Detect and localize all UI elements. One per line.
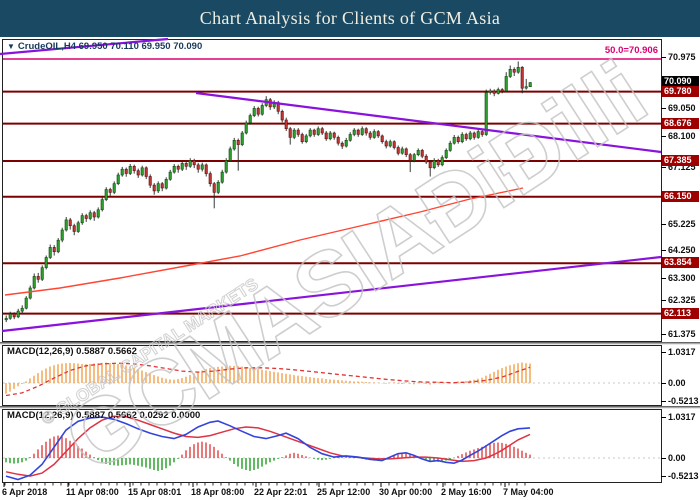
current-price-badge: 70.090 [662,75,699,87]
panel-divider[interactable] [0,406,700,409]
price-tick [661,224,666,225]
price-level-badge: 67.385 [662,154,699,166]
symbol-text: CrudeOIL,H4 69.950 70.110 69.950 70.090 [17,41,203,52]
price-tick-label: 62.325 [668,295,696,305]
page-title: Chart Analysis for Clients of GCM Asia [199,8,501,28]
price-level-badge: 62.113 [662,307,699,319]
price-tick [661,136,666,137]
price-tick [661,300,666,301]
time-axis-label: 2 May 16:00 [441,487,492,497]
price-tick-label: -0.5213 [668,471,699,481]
time-axis-label: 11 Apr 08:00 [66,487,119,497]
price-tick [661,278,666,279]
price-level-badge: 66.150 [662,190,699,202]
price-tick-label: 63.300 [668,273,696,283]
time-axis-label: 15 Apr 08:01 [128,487,182,497]
macd2-indicator-label: MACD(12,26,9) 0.5887 0.5662 0.0292 0.000… [7,410,201,421]
price-tick [661,57,666,58]
time-axis-label: 22 Apr 22:01 [254,487,308,497]
time-axis-label: 30 Apr 00:00 [379,487,433,497]
price-level-badge: 63.854 [662,256,699,268]
price-tick [661,417,666,418]
time-axis-label: 18 Apr 08:00 [191,487,245,497]
price-tick-label: 67.125 [668,162,696,172]
macd1-panel[interactable] [2,345,662,406]
price-tick [661,108,666,109]
price-tick-label: 0.00 [668,378,686,388]
price-tick [661,334,666,335]
panel-divider[interactable] [0,342,700,345]
price-tick-label: 70.975 [668,52,696,62]
price-tick-label: 68.100 [668,131,696,141]
price-tick-label: 65.225 [668,219,696,229]
macd1-indicator-label: MACD(12,26,9) 0.5887 0.5662 [7,346,137,357]
macd2-panel[interactable] [2,409,662,483]
price-tick [661,167,666,168]
price-tick [661,401,666,402]
price-tick [661,458,666,459]
price-tick-label: 1.0317 [668,347,696,357]
time-axis-label: 25 Apr 12:00 [317,487,371,497]
price-level-badge: 68.676 [662,117,699,129]
price-tick [661,476,666,477]
price-tick [661,383,666,384]
price-tick-label: 64.250 [668,245,696,255]
price-tick-label: 0.00 [668,453,686,463]
price-level-badge: 69.780 [662,85,699,97]
symbol-ohlc-label[interactable]: ▼ CrudeOIL,H4 69.950 70.110 69.950 70.090 [7,41,202,52]
price-tick [661,250,666,251]
time-axis-label: 7 May 04:00 [503,487,554,497]
chevron-down-icon[interactable]: ▼ [7,42,15,51]
price-tick [661,352,666,353]
price-tick-label: 69.050 [668,103,696,113]
title-bar: Chart Analysis for Clients of GCM Asia [0,0,700,37]
price-chart-area[interactable] [2,39,662,342]
time-axis-label: 6 Apr 2018 [2,487,48,497]
price-tick-label: -0.5213 [668,396,699,406]
price-tick-label: 61.375 [668,329,696,339]
price-tick-label: 1.0317 [668,412,696,422]
fibonacci-level-label: 50.0=70.906 [604,45,658,56]
